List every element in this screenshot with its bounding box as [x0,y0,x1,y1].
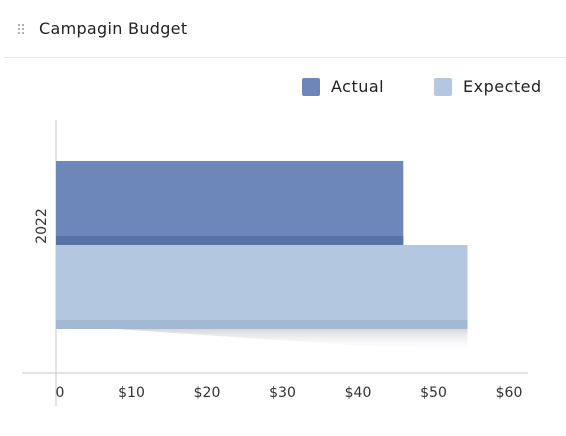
chart-legend: Actual Expected [4,76,566,98]
bar-edge-expected [56,320,468,329]
bar-expected [56,245,468,329]
legend-label-actual: Actual [331,77,385,96]
bar-actual [56,161,404,245]
card-header: Campagin Budget [4,0,566,58]
x-tick-label-2: $20 [194,385,221,401]
x-tick-label-1: $10 [118,385,145,401]
x-tick-label-6: $60 [496,385,523,401]
x-tick-label-4: $40 [345,385,372,401]
drag-handle-icon[interactable] [18,24,26,34]
legend-label-expected: Expected [463,77,542,96]
x-tick-label-0: 0 [56,385,65,401]
x-tick-label-5: $50 [420,385,447,401]
legend-swatch-actual [302,78,320,96]
x-tick-label-3: $30 [269,385,296,401]
legend-swatch-expected [434,78,452,96]
bar-shadow-expected [116,329,468,353]
bar-edge-actual [56,236,404,245]
card-title: Campagin Budget [39,19,188,38]
y-tick-label-2022: 2022 [34,208,50,244]
